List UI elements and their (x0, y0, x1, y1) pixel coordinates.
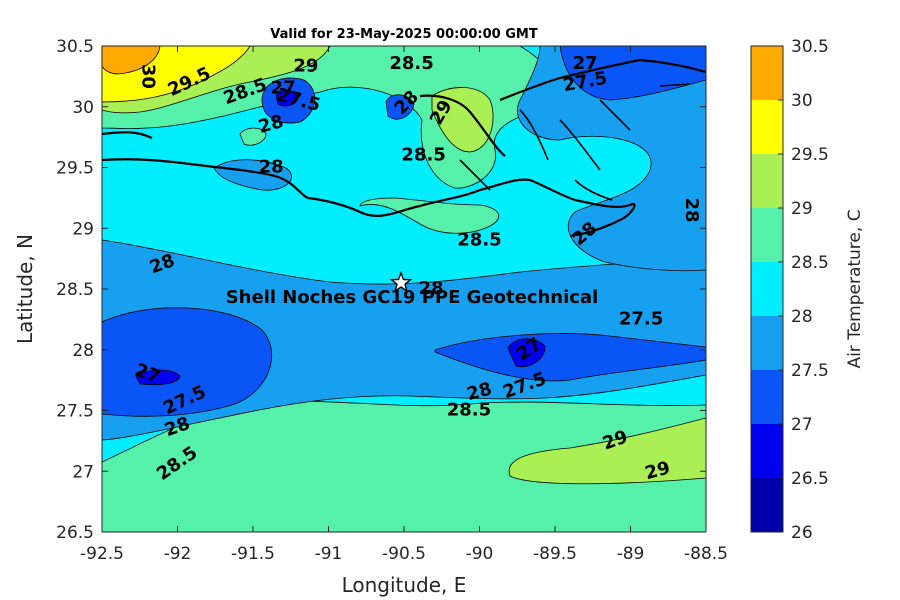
y-tick-label: 30.5 (56, 37, 94, 57)
band-28.5-29-patch (239, 127, 267, 146)
band-26.5-27-east (507, 338, 546, 368)
colorbar-segment (751, 46, 783, 100)
colorbar-frame (750, 45, 784, 533)
colorbar-label: Air Temperature, C (845, 209, 865, 368)
x-tick-label: -90.5 (382, 544, 426, 564)
plot-area: Shell Noches GC19 PPE Geotechnical 30 29.… (102, 46, 706, 532)
x-tick-label: -92.5 (80, 544, 124, 564)
x-tick-label: -90 (466, 544, 494, 564)
colorbar-tick-label: 28 (791, 307, 813, 327)
colorbar-tick-label: 27 (791, 415, 813, 435)
y-axis: 26.5 27 27.5 28 28.5 29 29.5 30 30.5 (56, 37, 706, 543)
contour-label: 28.5 (447, 400, 491, 421)
colorbar-tick-label: 28.5 (791, 253, 829, 273)
y-axis-label: Latitude, N (13, 234, 37, 344)
colorbar-segment (751, 316, 783, 370)
contour-label: 28.5 (457, 229, 501, 250)
band-29-29.5-southeast (508, 417, 706, 485)
x-tick-label: -91 (315, 544, 343, 564)
contour-label: 28.5 (389, 53, 433, 74)
y-tick-label: 27.5 (56, 402, 94, 422)
site-label: Shell Noches GC19 PPE Geotechnical (226, 287, 599, 308)
band-30-30.5-northwest (102, 46, 161, 75)
coastline (102, 58, 706, 238)
colorbar-tick-label: 29.5 (791, 145, 829, 165)
colorbar-tick-label: 26 (791, 523, 813, 543)
colorbar-segment (751, 424, 783, 478)
chart-title: Valid for 23-May-2025 00:00:00 GMT (270, 27, 538, 42)
coastline-islands (459, 83, 691, 201)
contour-label: 29 (293, 56, 318, 77)
band-27-27.5-east (434, 333, 706, 382)
y-tick-label: 29.5 (56, 159, 94, 179)
colorbar-tick-label: 30 (791, 91, 813, 111)
band-27-27.5-west (102, 307, 272, 417)
site-star-icon[interactable] (389, 270, 413, 293)
contour-label: 27 (271, 78, 296, 99)
contour-label: 28 (419, 278, 444, 299)
band-27-27.5-north-2 (385, 94, 415, 120)
band-28.5-29-coastal (359, 197, 500, 234)
band-26.5-27-west (135, 369, 181, 386)
colorbar-segment (751, 478, 783, 532)
contour-label: 27.5 (619, 308, 663, 329)
x-tick-label: -91.5 (231, 544, 275, 564)
x-axis-label: Longitude, E (342, 573, 467, 597)
band-27.5-28-northeast (517, 46, 706, 272)
colorbar-segment (751, 208, 783, 262)
x-tick-label: -92 (164, 544, 192, 564)
y-tick-label: 29 (72, 219, 94, 239)
contour-label: 28 (681, 197, 702, 222)
y-tick-label: 30 (72, 98, 94, 118)
x-tick-label: -88.5 (684, 544, 728, 564)
colorbar-segment (751, 370, 783, 424)
colorbar-tick-label: 26.5 (791, 469, 829, 489)
y-tick-label: 26.5 (56, 523, 94, 543)
y-tick-label: 28.5 (56, 280, 94, 300)
colorbar: 26 26.5 27 27.5 28 28.5 29 29.5 30 30.5 (750, 37, 829, 543)
contour-label: 30 (137, 64, 158, 89)
contour-label: 28 (259, 157, 284, 178)
band-26.5-27-north-1 (275, 89, 299, 107)
y-tick-label: 27 (72, 462, 94, 482)
colorbar-tick-label: 29 (791, 199, 813, 219)
x-axis: -92.5 -92 -91.5 -91 -90.5 -90 -89.5 -89 -88.5 (80, 46, 728, 564)
colorbar-tick-label: 27.5 (791, 361, 829, 381)
x-tick-label: -89 (617, 544, 645, 564)
colorbar-segment (751, 154, 783, 208)
contour-label: 27 (573, 53, 598, 74)
x-tick-label: -89.5 (533, 544, 577, 564)
y-tick-label: 28 (72, 341, 94, 361)
colorbar-tick-label: 30.5 (791, 37, 829, 57)
colorbar-segment (751, 262, 783, 316)
contour-label: 28.5 (401, 144, 445, 165)
colorbar-segment (751, 100, 783, 154)
